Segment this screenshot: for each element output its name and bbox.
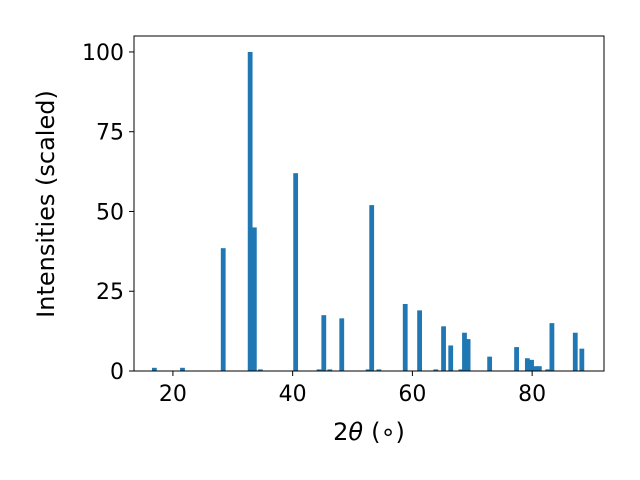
- bar: [433, 369, 439, 371]
- bar: [247, 51, 253, 371]
- bar: [514, 347, 519, 371]
- x-axis-label-theta: θ: [348, 418, 363, 446]
- bar: [376, 369, 382, 371]
- bar: [572, 332, 578, 371]
- bar: [220, 248, 226, 371]
- bar: [532, 366, 538, 371]
- bar-series: [151, 51, 585, 371]
- bar: [417, 310, 422, 371]
- y-tick-label: 75: [96, 121, 124, 146]
- bar: [316, 369, 322, 371]
- bar: [251, 227, 257, 371]
- bar: [549, 323, 555, 371]
- x-tick-label: 40: [279, 382, 307, 407]
- bar: [465, 339, 471, 371]
- x-axis-label-prefix: 2: [333, 418, 348, 446]
- bar: [458, 369, 464, 371]
- x-tick-label: 20: [159, 382, 187, 407]
- x-axis-label-unit: (∘): [371, 418, 405, 446]
- bar: [365, 369, 371, 371]
- bar: [339, 318, 345, 371]
- y-tick-label: 25: [96, 280, 124, 305]
- bar: [536, 366, 542, 371]
- bar: [487, 356, 493, 371]
- bar: [579, 348, 585, 371]
- bar: [545, 369, 551, 371]
- bar: [321, 315, 327, 371]
- y-tick-label: 100: [82, 41, 124, 66]
- bar: [180, 367, 185, 371]
- x-tick-label: 60: [398, 382, 426, 407]
- x-axis-label: 2θ (∘): [333, 418, 405, 446]
- bar: [448, 345, 454, 371]
- x-axis: 20 40 60 80: [159, 371, 546, 407]
- bar: [327, 369, 333, 371]
- bar: [441, 326, 446, 371]
- bar: [257, 369, 263, 371]
- plot-frame: [133, 35, 605, 372]
- x-tick-label: 80: [518, 382, 546, 407]
- bar: [462, 332, 467, 371]
- bar: [369, 205, 375, 371]
- bar: [151, 367, 157, 371]
- bar: [524, 358, 530, 371]
- y-tick-label: 0: [110, 360, 124, 385]
- y-tick-label: 50: [96, 200, 124, 225]
- bar: [402, 304, 408, 371]
- bar: [293, 173, 299, 371]
- bar: [529, 359, 534, 371]
- y-axis: 0 25 50 75 100: [82, 41, 134, 385]
- y-axis-label: Intensities (scaled): [32, 90, 60, 318]
